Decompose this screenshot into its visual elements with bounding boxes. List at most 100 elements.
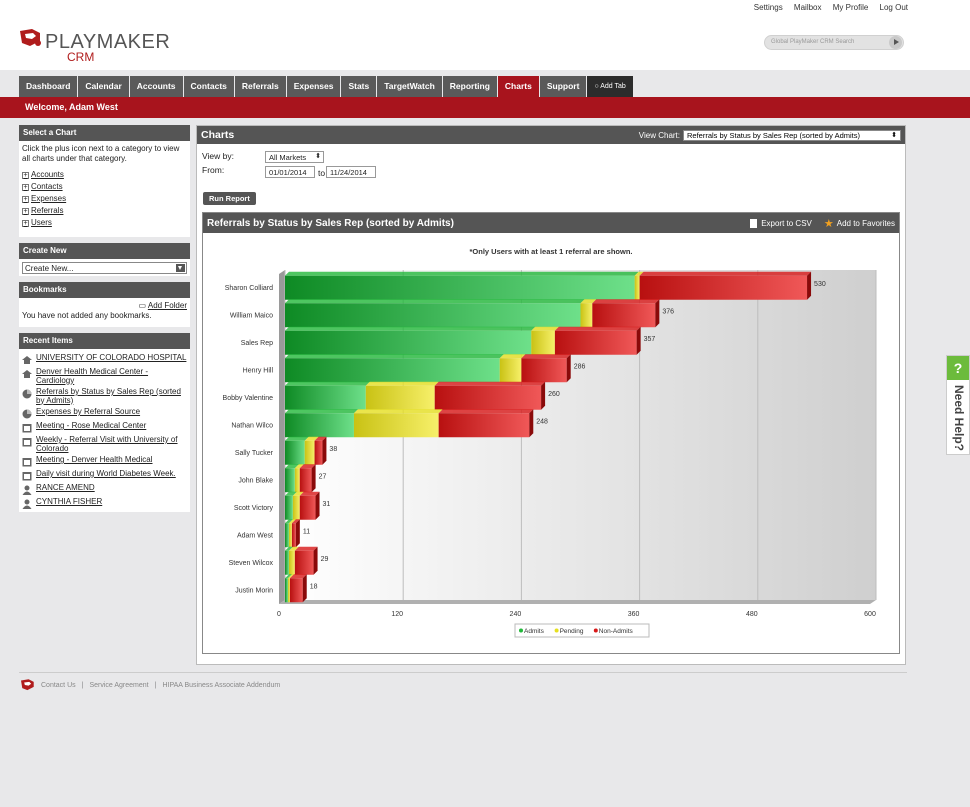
bar-segment-non-admits — [299, 468, 312, 493]
hipaa-link[interactable]: HIPAA Business Associate Addendum — [162, 681, 281, 689]
tab-support[interactable]: Support — [539, 76, 587, 97]
recent-item[interactable]: Referrals by Status by Sales Rep (sorted… — [22, 387, 187, 405]
bar-segment-pending — [287, 578, 290, 603]
recent-items-panel: Recent Items UNIVERSITY OF COLORADO HOSP… — [19, 333, 190, 512]
bar-end-cap — [302, 574, 307, 603]
mailbox-link[interactable]: Mailbox — [793, 3, 822, 12]
run-report-button[interactable]: Run Report — [203, 192, 256, 205]
plus-icon[interactable]: + — [22, 183, 29, 191]
recent-item[interactable]: CYNTHIA FISHER — [22, 497, 187, 509]
export-csv-button[interactable]: Export to CSV — [750, 218, 812, 228]
bar-top-pending — [288, 519, 296, 524]
bar-end-cap — [295, 519, 300, 548]
bar-segment-pending — [288, 523, 292, 548]
tab-calendar[interactable]: Calendar — [78, 76, 129, 97]
bar-segment-pending — [294, 468, 300, 493]
bar-top-non-admits — [438, 409, 534, 414]
stacked-bar-chart: *Only Users with at least 1 referral are… — [223, 247, 877, 638]
add-folder-row: ▭ Add Folder — [22, 301, 187, 311]
bar-top-admits — [285, 271, 639, 276]
recent-item[interactable]: Meeting - Rose Medical Center — [22, 421, 187, 433]
bar-top-pending — [304, 436, 319, 441]
recent-item[interactable]: Denver Health Medical Center - Cardiolog… — [22, 367, 187, 385]
bar-segment-non-admits — [438, 413, 530, 438]
tab-referrals[interactable]: Referrals — [234, 76, 286, 97]
add-favorites-button[interactable]: ★ Add to Favorites — [824, 217, 895, 230]
bar-end-cap — [529, 409, 534, 438]
category-label: John Blake — [238, 477, 273, 484]
bar-top-non-admits — [434, 381, 546, 386]
bar-top-pending — [294, 464, 304, 469]
from-date-input[interactable]: 01/01/2014 — [265, 166, 315, 178]
settings-link[interactable]: Settings — [753, 3, 783, 12]
plus-icon[interactable]: + — [22, 195, 29, 203]
search-go-icon[interactable] — [889, 36, 902, 49]
create-new-select[interactable]: Create New... — [22, 262, 187, 274]
chart-header: Referrals by Status by Sales Rep (sorted… — [203, 213, 899, 233]
charts-title: Charts — [201, 129, 235, 141]
bar-end-cap — [566, 354, 571, 383]
add-tab-button[interactable]: ○ Add Tab — [587, 76, 633, 97]
view-by-select[interactable]: All Markets ⬍ — [265, 151, 324, 163]
bar-segment-pending — [365, 385, 435, 410]
create-new-value: Create New... — [25, 264, 74, 273]
x-tick-label: 480 — [746, 611, 758, 618]
bar-end-cap — [315, 491, 320, 520]
plus-icon[interactable]: + — [22, 219, 29, 227]
plot-floor — [279, 600, 876, 604]
category-label: Henry Hill — [243, 367, 274, 374]
contact-us-link[interactable]: Contact Us — [41, 681, 76, 689]
bar-top-pending — [365, 381, 439, 386]
tab-dashboard[interactable]: Dashboard — [19, 76, 78, 97]
bar-top-non-admits — [592, 299, 660, 304]
category-label: Steven Wilcox — [229, 560, 274, 567]
bookmarks-panel: Bookmarks ▭ Add Folder You have not adde… — [19, 282, 190, 327]
calendar-icon — [22, 472, 32, 481]
global-search-input[interactable]: Global PlayMaker CRM Search — [764, 35, 904, 50]
recent-item[interactable]: Expenses by Referral Source — [22, 407, 187, 419]
bar-segment-pending — [304, 440, 315, 465]
bar-end-cap — [807, 271, 812, 300]
recent-item[interactable]: Daily visit during World Diabetes Week. — [22, 469, 187, 481]
bookmarks-title: Bookmarks — [19, 282, 190, 298]
legend-label: Non-Admits — [599, 628, 634, 635]
category-referrals[interactable]: + Referrals — [22, 206, 187, 216]
category-label: Sales Rep — [241, 340, 273, 347]
bar-segment-non-admits — [554, 330, 637, 355]
person-icon — [22, 499, 32, 509]
category-label: Accounts — [31, 170, 64, 179]
my-profile-link[interactable]: My Profile — [832, 3, 869, 12]
add-folder-link[interactable]: Add Folder — [147, 301, 187, 310]
bar-segment-admits — [285, 303, 581, 328]
x-tick-label: 600 — [864, 611, 876, 618]
bar-top-admits — [285, 299, 585, 304]
tab-accounts[interactable]: Accounts — [129, 76, 183, 97]
category-users[interactable]: + Users — [22, 218, 187, 228]
recent-item[interactable]: RANCE AMEND — [22, 483, 187, 495]
plus-icon[interactable]: + — [22, 171, 29, 179]
category-label: Sharon Colliard — [225, 285, 273, 292]
footer-divider — [19, 672, 907, 673]
tab-contacts[interactable]: Contacts — [183, 76, 234, 97]
category-label: William Maico — [230, 312, 273, 319]
log-out-link[interactable]: Log Out — [879, 3, 908, 12]
tab-charts[interactable]: Charts — [497, 76, 539, 97]
category-contacts[interactable]: + Contacts — [22, 182, 187, 192]
plus-icon[interactable]: + — [22, 207, 29, 215]
category-accounts[interactable]: + Accounts — [22, 170, 187, 180]
tab-reporting[interactable]: Reporting — [442, 76, 497, 97]
recent-item[interactable]: Weekly - Referral Visit with University … — [22, 435, 187, 453]
to-date-input[interactable]: 11/24/2014 — [326, 166, 376, 178]
create-new-title: Create New — [19, 243, 190, 259]
need-help-widget[interactable]: ? Need Help? — [946, 355, 970, 455]
recent-item[interactable]: UNIVERSITY OF COLORADO HOSPITAL — [22, 353, 187, 365]
service-agreement-link[interactable]: Service Agreement — [89, 681, 149, 689]
category-expenses[interactable]: + Expenses — [22, 194, 187, 204]
tab-targetwatch[interactable]: TargetWatch — [377, 76, 442, 97]
recent-item[interactable]: Meeting - Denver Health Medical — [22, 455, 187, 467]
bar-top-pending — [580, 299, 597, 304]
tab-expenses[interactable]: Expenses — [286, 76, 341, 97]
tab-stats[interactable]: Stats — [341, 76, 377, 97]
view-chart-select[interactable]: Referrals by Status by Sales Rep (sorted… — [683, 129, 901, 141]
legend-swatch — [593, 628, 598, 633]
